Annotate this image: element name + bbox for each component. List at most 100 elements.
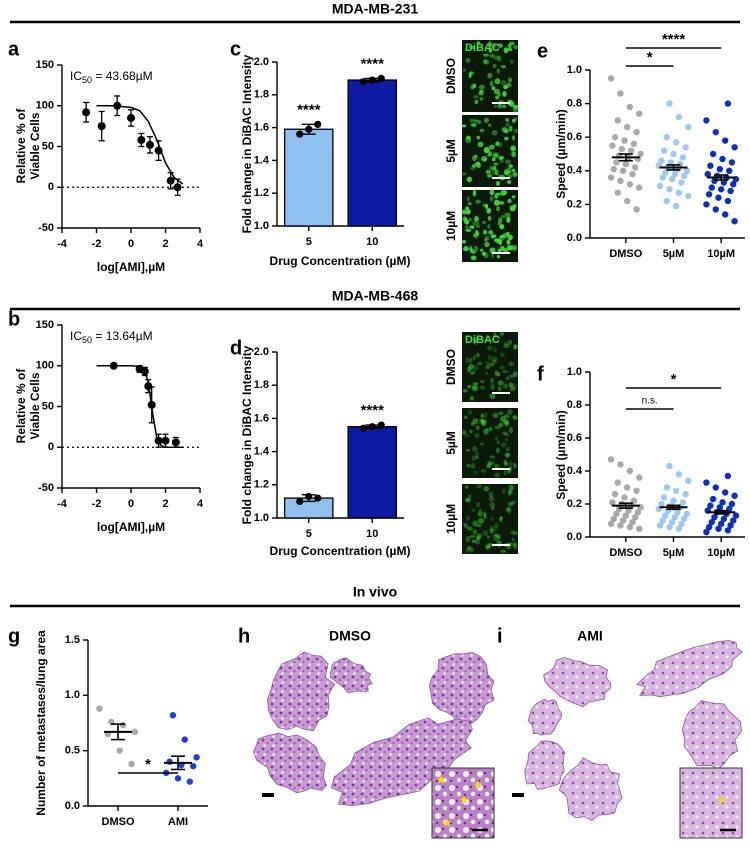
y-axis-title: Speed (µm/min) <box>554 410 568 500</box>
data-point <box>368 76 376 84</box>
y-tick-label: 0.0 <box>65 800 80 812</box>
cell <box>506 231 510 237</box>
x-tick-label: 5µM <box>663 248 685 260</box>
cell <box>508 382 514 388</box>
cell <box>503 247 509 253</box>
data-point <box>137 135 146 144</box>
data-point <box>618 145 626 153</box>
x-tick-label: -2 <box>92 498 102 510</box>
cell <box>474 119 478 123</box>
data-point <box>715 194 722 201</box>
cell <box>494 370 499 377</box>
data-point <box>629 518 636 526</box>
cell <box>511 538 515 542</box>
x-tick-label: 5µM <box>663 547 685 559</box>
cell <box>484 411 488 419</box>
data-point <box>716 504 724 511</box>
cell <box>493 162 499 166</box>
micrograph-label: 5µM <box>444 431 458 455</box>
cell <box>488 144 495 150</box>
micrograph-label: 5µM <box>444 139 458 163</box>
cell <box>508 484 515 491</box>
cell <box>495 141 500 146</box>
y-tick-label: 1.4 <box>254 154 270 166</box>
data-point <box>607 456 615 463</box>
cell <box>482 220 486 225</box>
cell <box>465 535 471 543</box>
tissue-section <box>428 652 495 727</box>
data-point <box>721 137 729 144</box>
ic50-label-part: 50 <box>82 75 92 85</box>
data-point <box>636 110 643 117</box>
data-point <box>711 514 718 521</box>
cell <box>494 436 499 440</box>
tissue-section <box>636 640 743 698</box>
cell <box>513 45 518 50</box>
cell <box>479 89 484 94</box>
cell <box>473 470 478 474</box>
cell <box>489 393 496 400</box>
data-point <box>724 527 732 534</box>
cell <box>467 494 472 499</box>
cell <box>502 488 506 494</box>
data-point <box>305 492 313 501</box>
cell <box>491 356 498 362</box>
y-tick-label: 0.0 <box>567 531 582 543</box>
y-tick-label: 0 <box>48 181 54 193</box>
ic50-label-part: = 13.64µM <box>92 329 153 343</box>
cell <box>479 97 484 101</box>
cell <box>490 234 497 238</box>
cell <box>487 354 492 361</box>
cell <box>491 157 496 162</box>
data-point <box>674 509 681 516</box>
cell <box>488 151 493 157</box>
cell <box>507 234 513 241</box>
ic50-label-part: 50 <box>82 335 92 345</box>
cell <box>488 123 492 127</box>
cell <box>476 484 482 489</box>
data-point <box>663 484 670 491</box>
cell <box>475 224 481 228</box>
x-tick-label: DMSO <box>102 816 135 828</box>
cell <box>506 47 513 52</box>
data-point <box>668 518 676 526</box>
data-point <box>659 174 666 181</box>
data-point <box>670 497 677 504</box>
cell <box>461 430 467 435</box>
cell <box>483 485 490 492</box>
stain-label: DiBAC <box>465 334 500 346</box>
y-axis-title: Relative % of <box>14 368 28 444</box>
data-point <box>610 165 617 173</box>
data-point <box>632 164 639 171</box>
cell <box>471 155 477 162</box>
cell <box>493 522 499 528</box>
cell <box>512 415 518 420</box>
cell <box>506 239 511 245</box>
data-point <box>672 139 680 146</box>
cell <box>469 45 473 50</box>
data-point <box>721 211 729 218</box>
data-point <box>296 130 304 138</box>
ic50-label: IC50 = 43.68µM <box>70 69 153 85</box>
x-tick-label: 4 <box>197 498 204 510</box>
cell <box>489 53 495 58</box>
cell <box>473 245 479 252</box>
data-point <box>681 172 688 180</box>
cell <box>490 383 495 391</box>
data-point <box>613 510 620 518</box>
cell <box>470 166 476 171</box>
x-tick-label: 5 <box>306 236 312 248</box>
cell <box>511 244 518 251</box>
data-point <box>712 128 719 136</box>
panel-letter: a <box>8 38 20 60</box>
data-point <box>721 489 729 496</box>
data-point <box>712 206 719 213</box>
cell <box>503 461 509 466</box>
cell <box>487 345 493 351</box>
data-point <box>726 167 733 174</box>
cell <box>475 352 480 358</box>
cell <box>497 43 503 48</box>
cell <box>468 45 476 50</box>
stain-label: DiBAC <box>465 42 500 54</box>
cell <box>494 142 500 147</box>
